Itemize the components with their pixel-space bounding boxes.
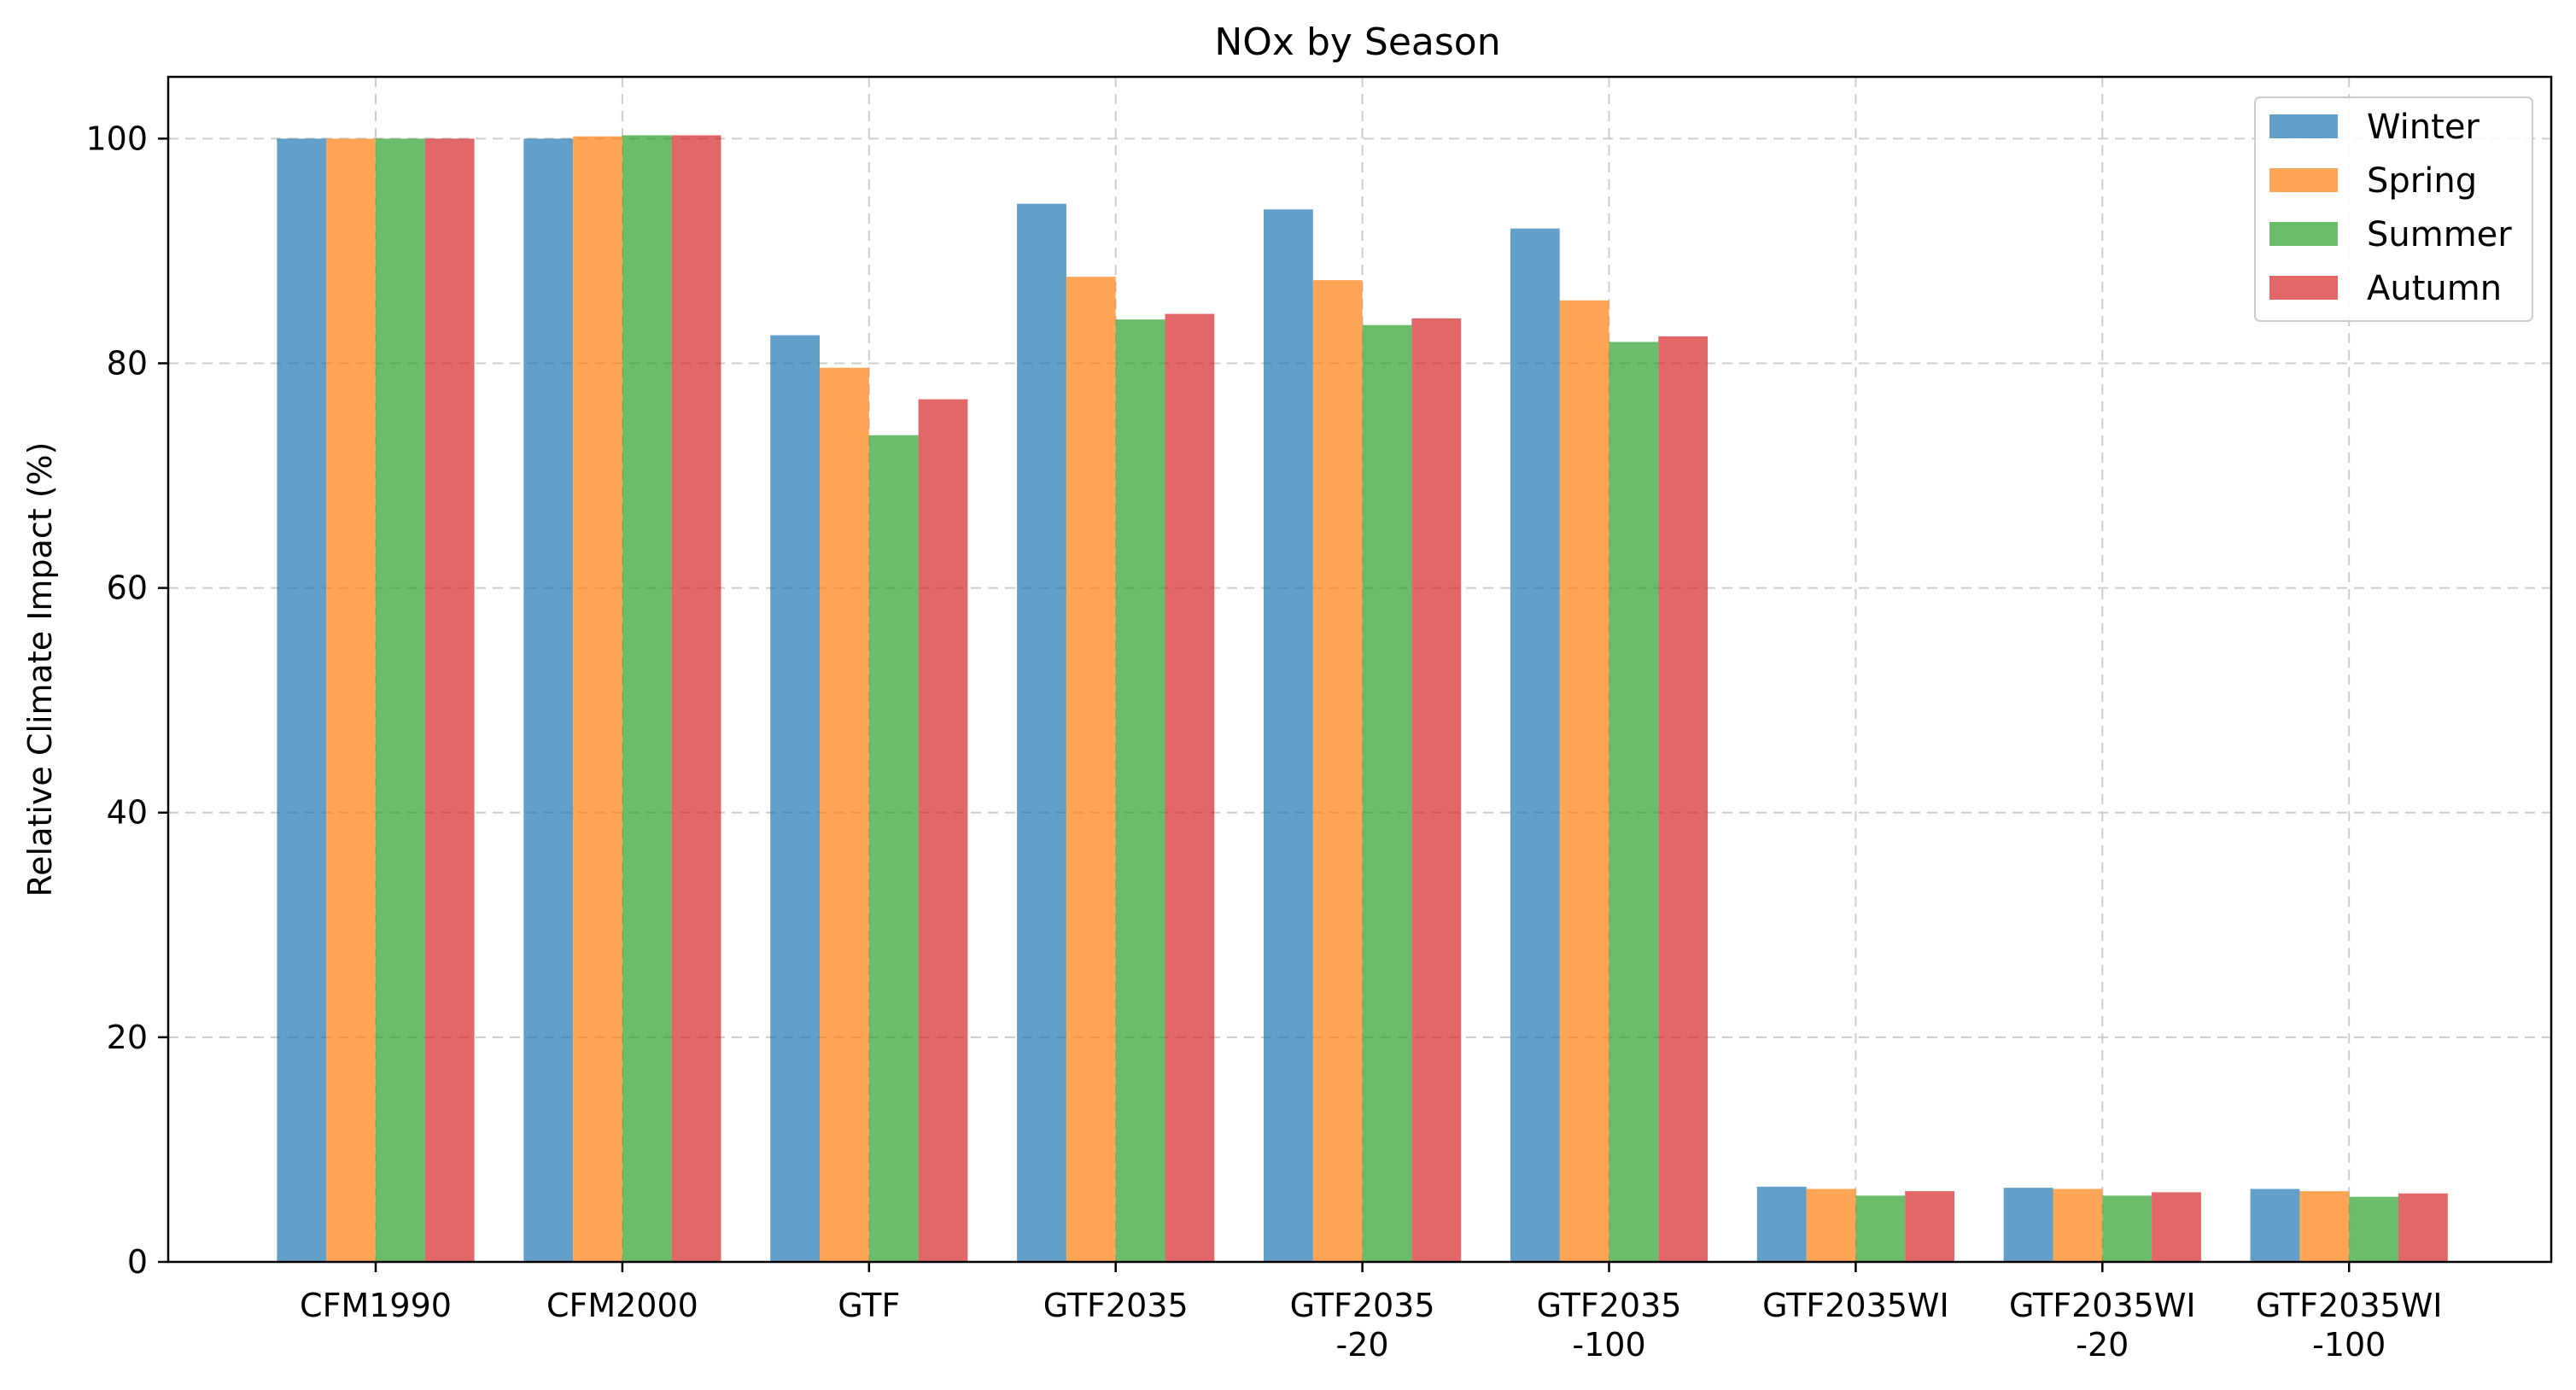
legend-swatch xyxy=(2269,222,2338,246)
y-tick-label: 60 xyxy=(107,569,148,607)
legend-label: Summer xyxy=(2367,215,2512,254)
bar-summer xyxy=(868,435,919,1262)
bar-spring xyxy=(820,367,869,1262)
bar-winter xyxy=(1510,228,1560,1263)
x-tick-label: GTF2035WI -100 xyxy=(2256,1287,2443,1364)
bar-autumn xyxy=(2152,1192,2201,1262)
bar-spring xyxy=(1806,1189,1856,1262)
legend-label: Winter xyxy=(2367,108,2480,147)
bar-spring xyxy=(2299,1191,2350,1262)
bar-winter xyxy=(1756,1186,1807,1262)
bar-summer xyxy=(1362,324,1412,1263)
legend: Winter Spring Summer Autumn xyxy=(2254,96,2533,322)
legend-label: Autumn xyxy=(2367,269,2502,308)
y-tick-label: 100 xyxy=(85,120,148,157)
bar-autumn xyxy=(1165,313,1215,1263)
legend-swatch xyxy=(2269,114,2338,138)
bar-autumn xyxy=(1905,1191,1954,1262)
bar-summer xyxy=(2102,1195,2153,1262)
x-tick-label: GTF xyxy=(838,1287,900,1324)
bar-summer xyxy=(1609,342,1659,1263)
bar-winter xyxy=(2003,1188,2053,1262)
bar-winter xyxy=(277,138,327,1262)
bar-autumn xyxy=(918,399,968,1262)
bar-summer xyxy=(2349,1196,2398,1262)
bar-summer xyxy=(1115,319,1165,1262)
bar-spring xyxy=(326,138,376,1262)
bar-spring xyxy=(1066,277,1116,1263)
plot-area-frame xyxy=(166,75,2553,1264)
y-tick-label: 20 xyxy=(107,1019,148,1056)
y-tick-label: 0 xyxy=(127,1243,148,1281)
bar-spring xyxy=(1559,300,1609,1263)
bar-autumn xyxy=(424,138,475,1262)
x-tick-label: GTF2035WI xyxy=(1762,1287,1949,1324)
bar-autumn xyxy=(1411,318,1462,1262)
bar-winter xyxy=(523,138,574,1262)
x-tick-label: GTF2035 -20 xyxy=(1290,1287,1435,1364)
bar-winter xyxy=(770,335,820,1262)
legend-swatch xyxy=(2269,168,2338,192)
x-tick-label: GTF2035 -100 xyxy=(1537,1287,1682,1364)
bar-summer xyxy=(1855,1195,1906,1262)
bar-spring xyxy=(1312,280,1363,1262)
legend-swatch xyxy=(2269,276,2338,300)
y-axis-label: Relative Climate Impact (%) xyxy=(21,442,59,897)
chart-title: NOx by Season xyxy=(1214,20,1500,64)
bar-spring xyxy=(573,136,622,1263)
bar-winter xyxy=(1017,203,1066,1263)
y-axis: 0 20 40 60 80 100 xyxy=(85,120,168,1281)
x-tick-label: GTF2035WI -20 xyxy=(2009,1287,2196,1364)
bar-autumn xyxy=(1658,336,1709,1262)
bar-summer xyxy=(376,138,425,1262)
bar-winter xyxy=(1264,209,1313,1263)
legend-frame xyxy=(2254,96,2533,322)
bar-autumn xyxy=(2398,1193,2448,1262)
bar-winter xyxy=(2250,1189,2300,1262)
bars xyxy=(277,135,2448,1263)
x-tick-label: GTF2035 xyxy=(1043,1287,1189,1324)
y-tick-label: 80 xyxy=(107,344,148,382)
legend-label: Spring xyxy=(2367,161,2477,201)
bar-spring xyxy=(2053,1189,2103,1262)
x-tick-label: CFM2000 xyxy=(546,1287,698,1324)
bar-summer xyxy=(622,135,672,1262)
x-tick-label: CFM1990 xyxy=(300,1287,452,1324)
x-axis: CFM1990 CFM2000 GTF GTF2035 GTF2035 -20 GTF203… xyxy=(300,1262,2443,1364)
bar-autumn xyxy=(671,135,721,1262)
y-tick-label: 40 xyxy=(107,794,148,832)
